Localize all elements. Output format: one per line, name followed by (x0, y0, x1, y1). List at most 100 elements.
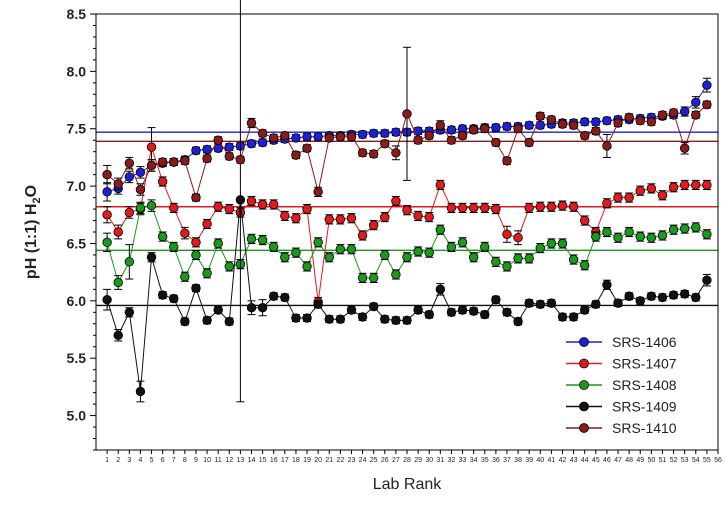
data-point (457, 305, 468, 315)
x-tick-label: 20 (314, 457, 322, 464)
data-point (602, 227, 612, 237)
x-tick-label: 26 (381, 457, 389, 464)
x-tick-label: 16 (270, 457, 278, 464)
data-point (668, 290, 679, 300)
data-point (157, 231, 168, 242)
data-point (435, 180, 446, 190)
data-point (124, 172, 135, 182)
series-group (102, 199, 712, 290)
data-point (635, 231, 645, 242)
data-point (224, 316, 234, 327)
x-axis-title: Lab Rank (373, 476, 442, 493)
data-point (135, 184, 146, 195)
data-point (402, 205, 412, 215)
data-point (124, 307, 135, 318)
data-point (657, 190, 668, 200)
data-point (313, 132, 323, 142)
y-tick-label: 7.5 (67, 121, 87, 137)
data-point (346, 305, 357, 315)
data-point (324, 314, 334, 324)
y-tick-label: 8.5 (67, 6, 87, 22)
x-tick-label: 40 (536, 457, 544, 464)
data-point (435, 284, 446, 295)
x-tick-label: 10 (203, 457, 211, 464)
data-point (202, 144, 212, 155)
x-tick-label: 46 (603, 457, 611, 464)
data-point (546, 202, 557, 212)
data-point (424, 212, 434, 222)
data-point (613, 118, 623, 128)
x-tick-label: 55 (703, 457, 711, 464)
data-point (146, 252, 157, 262)
data-point (591, 299, 601, 309)
data-point (613, 192, 623, 203)
data-point (391, 127, 401, 137)
data-point (157, 157, 168, 167)
data-point (524, 298, 534, 308)
x-tick-label: 38 (514, 457, 522, 464)
series-layer (102, 0, 712, 403)
data-point (357, 230, 368, 241)
data-point (446, 203, 457, 213)
data-point (580, 215, 590, 226)
data-point (357, 129, 368, 140)
x-tick-label: 29 (414, 457, 422, 464)
data-point (102, 210, 112, 220)
data-point (191, 250, 201, 260)
y-axis-ticks: 5.0 5.5 6.0 6.5 7.0 7.5 8.0 8.5 (67, 6, 96, 451)
data-point (113, 330, 123, 340)
data-point (635, 116, 645, 126)
legend-marker (579, 423, 589, 433)
data-point (391, 196, 401, 206)
data-point (269, 291, 279, 301)
x-tick-label: 5 (150, 457, 154, 464)
y-axis-title-tail: O (23, 185, 40, 197)
legend-marker (579, 401, 589, 412)
y-axis-title: pH (1:1) H2O (23, 185, 43, 279)
data-point (257, 128, 268, 139)
data-point (324, 133, 334, 143)
data-point (391, 315, 401, 326)
data-point (580, 260, 590, 270)
data-point (291, 133, 301, 143)
data-point (468, 125, 479, 135)
data-point (535, 111, 545, 121)
data-point (702, 99, 712, 110)
data-point (124, 158, 135, 168)
data-point (113, 179, 123, 189)
data-point (180, 316, 190, 327)
data-point (102, 187, 112, 197)
data-point (591, 231, 601, 242)
data-point (635, 296, 645, 306)
data-point (269, 133, 279, 143)
x-tick-label: 35 (481, 457, 489, 464)
y-tick-label: 8.0 (67, 63, 87, 79)
data-point (513, 316, 523, 327)
legend: SRS-1406 SRS-1407 SRS-1408 SRS-1409 SRS-1410 (566, 334, 677, 436)
data-point (302, 261, 312, 272)
data-point (668, 107, 679, 118)
data-point (280, 130, 290, 141)
x-tick-label: 17 (281, 457, 289, 464)
data-point (546, 298, 557, 308)
data-point (235, 155, 246, 165)
data-point (169, 242, 179, 252)
data-point (380, 212, 390, 222)
x-tick-label: 9 (194, 457, 198, 464)
data-point (502, 261, 512, 272)
data-point (424, 247, 434, 258)
data-point (457, 130, 468, 141)
data-point (624, 192, 634, 203)
data-point (624, 227, 634, 237)
series-group (102, 46, 712, 203)
data-point (457, 237, 468, 248)
x-tick-label: 6 (161, 457, 165, 464)
data-point (624, 291, 634, 301)
x-tick-label: 18 (292, 457, 300, 464)
data-point (313, 237, 323, 248)
data-point (291, 247, 301, 258)
x-tick-label: 27 (392, 457, 400, 464)
data-point (380, 250, 390, 260)
data-point (679, 106, 690, 117)
